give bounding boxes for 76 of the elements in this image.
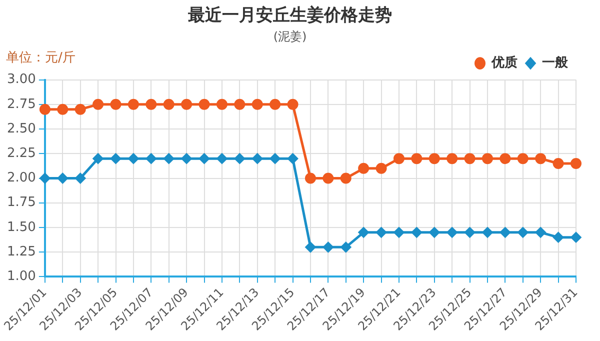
point [517,226,528,238]
point [411,153,422,164]
chart-title: 最近一月安丘生姜价格走势 [187,4,392,26]
point [376,226,387,238]
point [570,232,582,243]
point [322,172,334,184]
point [110,153,122,164]
point [198,98,210,110]
point [393,153,404,164]
point [128,98,139,110]
point [216,98,228,110]
point [163,153,174,164]
legend-label: 优质 [490,54,518,71]
point [287,98,298,110]
point [234,153,246,164]
point [57,104,68,115]
point [234,98,246,110]
point [570,158,582,169]
point [358,162,370,174]
point [464,226,476,238]
y-tick-label: 1.50 [6,220,36,235]
point [74,104,86,115]
point [39,104,50,115]
point [500,153,511,164]
point [146,98,157,110]
y-tick-label: 1.25 [6,244,36,260]
point [216,153,228,164]
point [340,242,352,253]
point [252,153,263,164]
y-axis-title: 单位：元/斤 [6,50,76,66]
point [252,98,263,110]
point [163,98,174,110]
point [376,162,387,174]
y-tick-label: 2.75 [6,96,36,112]
point [552,232,564,243]
point [304,172,316,184]
point [411,226,422,238]
point [128,153,139,164]
point [57,172,68,184]
point [181,98,192,110]
point [393,226,404,238]
point [270,98,281,110]
point [535,153,546,164]
point [358,226,370,238]
point [446,226,458,238]
point [74,172,86,184]
point [517,153,528,164]
point [482,226,493,238]
point [110,98,122,110]
legend-label: 一般 [542,56,569,71]
point [181,153,192,164]
point [146,153,157,164]
point [340,172,352,184]
point [446,153,458,164]
point [92,153,104,164]
point [322,242,334,253]
y-tick-label: 2.50 [6,121,36,136]
point [270,153,281,164]
y-tick-label: 1.00 [6,269,36,284]
y-tick-label: 1.75 [6,195,36,210]
point [287,153,298,164]
point [500,226,511,238]
point [92,98,104,110]
point [428,226,440,238]
point [428,153,440,164]
point [39,172,50,184]
point [464,153,476,164]
y-tick-label: 2.25 [6,146,36,162]
point [482,153,493,164]
chart-subtitle: (泥姜) [273,30,307,44]
point [552,158,564,169]
point [304,242,316,253]
point [198,153,210,164]
y-tick-label: 2.00 [6,170,36,186]
point [535,226,546,238]
y-tick-label: 3.00 [6,72,36,88]
